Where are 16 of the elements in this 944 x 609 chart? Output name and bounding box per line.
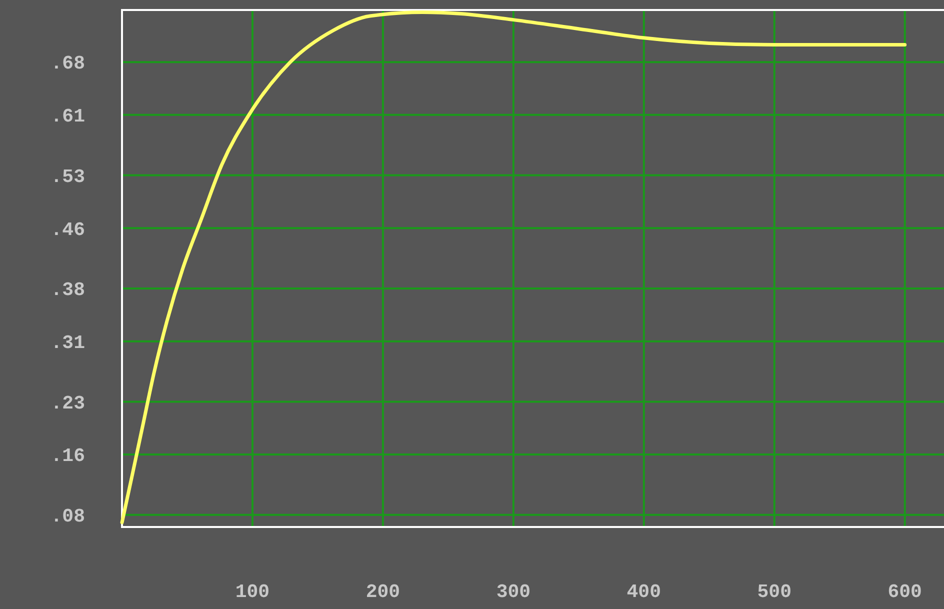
y-tick-label: .23 — [50, 392, 85, 414]
x-tick-label: 200 — [366, 581, 400, 603]
x-tick-label: 500 — [757, 581, 792, 603]
x-tick-label: 600 — [888, 581, 922, 603]
x-tick-label: 100 — [235, 581, 270, 603]
x-tick-label: 400 — [626, 581, 662, 603]
y-tick-label: .08 — [50, 506, 85, 528]
line-series — [120, 10, 907, 524]
y-tick-label: .46 — [50, 218, 85, 241]
y-tick-label: .31 — [50, 332, 85, 354]
y-tick-label: .16 — [50, 445, 85, 468]
y-tick-label: .68 — [50, 52, 85, 75]
x-tick-label: 300 — [496, 581, 531, 603]
y-tick-label: .61 — [50, 106, 85, 128]
y-tick-label: .38 — [50, 279, 85, 302]
y-tick-label: .53 — [50, 166, 85, 188]
